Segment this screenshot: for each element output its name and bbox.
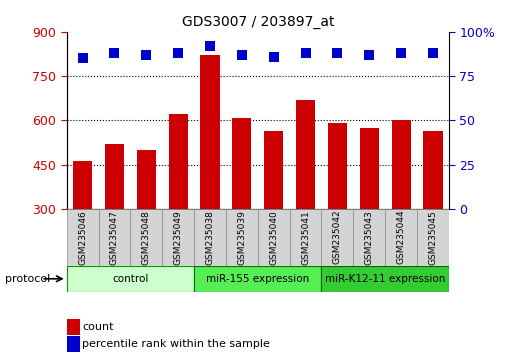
Text: percentile rank within the sample: percentile rank within the sample <box>82 339 270 349</box>
Text: control: control <box>112 274 149 284</box>
Bar <box>385 209 417 266</box>
Bar <box>423 131 443 209</box>
Text: GSM235045: GSM235045 <box>428 210 438 264</box>
Bar <box>360 128 379 209</box>
Text: protocol: protocol <box>5 274 50 284</box>
Text: miR-155 expression: miR-155 expression <box>206 274 309 284</box>
Point <box>78 56 87 61</box>
Bar <box>67 266 194 292</box>
Bar <box>353 209 385 266</box>
Bar <box>290 209 322 266</box>
Text: GSM235049: GSM235049 <box>174 210 183 264</box>
Bar <box>194 209 226 266</box>
Bar <box>73 161 92 209</box>
Point <box>429 50 437 56</box>
Text: GSM235044: GSM235044 <box>397 210 406 264</box>
Point <box>206 43 214 49</box>
Text: GSM235042: GSM235042 <box>333 210 342 264</box>
Text: GSM235048: GSM235048 <box>142 210 151 264</box>
Bar <box>226 209 258 266</box>
Point <box>397 50 405 56</box>
Point <box>238 52 246 58</box>
Bar <box>137 150 156 209</box>
Bar <box>98 209 130 266</box>
Text: GSM235040: GSM235040 <box>269 210 278 264</box>
Bar <box>194 266 322 292</box>
Text: GSM235039: GSM235039 <box>238 210 246 265</box>
Point <box>174 50 182 56</box>
Point <box>302 50 310 56</box>
Text: GSM235041: GSM235041 <box>301 210 310 264</box>
Point <box>110 50 119 56</box>
Bar <box>201 56 220 209</box>
Bar <box>264 131 283 209</box>
Bar <box>258 209 290 266</box>
Text: GSM235043: GSM235043 <box>365 210 374 264</box>
Bar <box>232 118 251 209</box>
Bar <box>130 209 162 266</box>
Title: GDS3007 / 203897_at: GDS3007 / 203897_at <box>182 16 334 29</box>
Text: GSM235038: GSM235038 <box>206 210 214 265</box>
Point <box>142 52 150 58</box>
Point <box>333 50 342 56</box>
Bar <box>105 144 124 209</box>
Point <box>270 54 278 59</box>
Bar <box>296 100 315 209</box>
Text: count: count <box>82 322 113 332</box>
Bar <box>67 209 98 266</box>
Text: miR-K12-11 expression: miR-K12-11 expression <box>325 274 445 284</box>
Bar <box>417 209 449 266</box>
Text: GSM235047: GSM235047 <box>110 210 119 264</box>
Text: GSM235046: GSM235046 <box>78 210 87 264</box>
Bar <box>391 120 410 209</box>
Bar <box>169 114 188 209</box>
Bar <box>328 123 347 209</box>
Point <box>365 52 373 58</box>
Bar <box>322 266 449 292</box>
Bar <box>322 209 353 266</box>
Bar <box>162 209 194 266</box>
